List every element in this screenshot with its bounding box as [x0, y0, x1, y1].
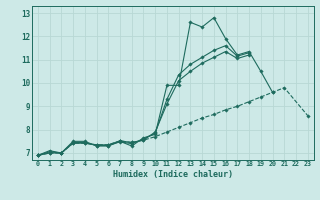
X-axis label: Humidex (Indice chaleur): Humidex (Indice chaleur)	[113, 170, 233, 179]
